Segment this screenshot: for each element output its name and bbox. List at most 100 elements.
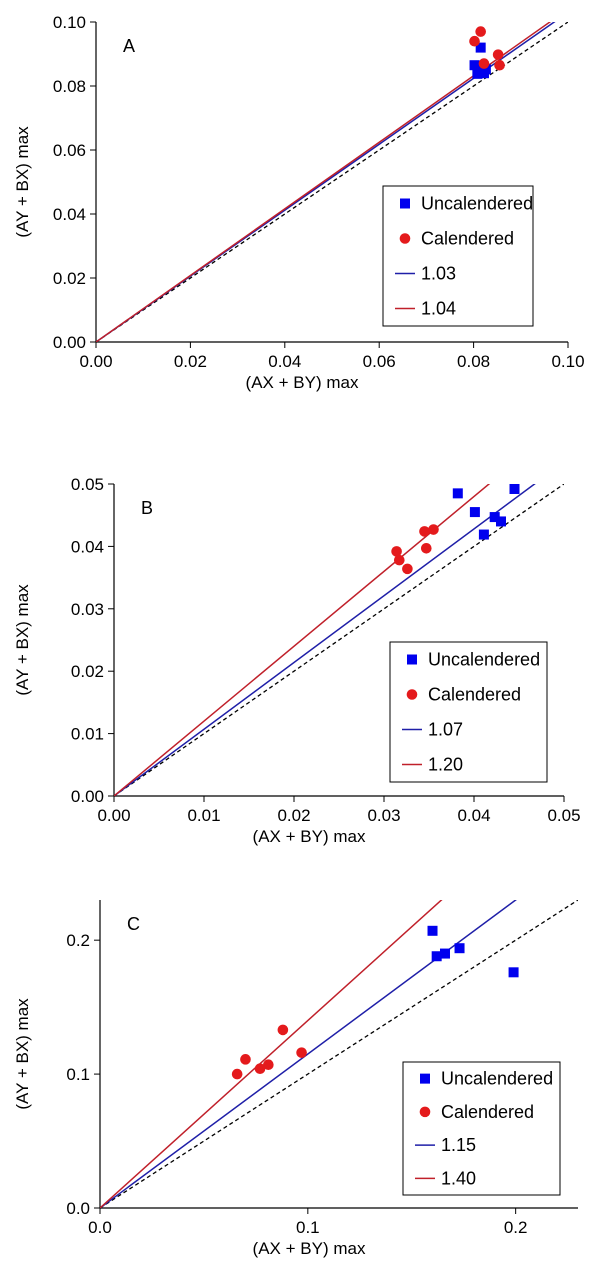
calendered-point bbox=[494, 59, 505, 71]
y-tick-label: 0.03 bbox=[71, 600, 104, 619]
legend-box bbox=[382, 185, 534, 327]
legend-label: Uncalendered bbox=[421, 194, 533, 214]
y-tick-label: 0.10 bbox=[53, 13, 86, 32]
legend-marker-calendered bbox=[419, 1106, 431, 1118]
uncalendered-point bbox=[475, 42, 486, 53]
x-tick-label: 0.05 bbox=[547, 806, 580, 825]
legend: Uncalendered Calendered 1.15 1.40 bbox=[402, 1061, 561, 1196]
uncalendered-point bbox=[427, 925, 438, 936]
chart-panel-b: 0.00 0.01 0.02 0.03 0.04 0.05 0.00 0.01 0.02 0.03… bbox=[13, 475, 581, 846]
x-tick-label: 0.08 bbox=[457, 352, 490, 371]
fit-line-1-07 bbox=[114, 484, 536, 796]
y-tick-label: 0.05 bbox=[71, 475, 104, 494]
y-tick-label: 0.01 bbox=[71, 725, 104, 744]
fit-line-1-40 bbox=[100, 900, 443, 1208]
legend-label: Uncalendered bbox=[428, 650, 540, 670]
panel-label: A bbox=[123, 36, 135, 56]
legend-marker-uncalendered bbox=[400, 198, 410, 209]
fit-line-1-20 bbox=[114, 484, 491, 796]
calendered-point bbox=[478, 58, 490, 69]
x-tick-label: 0.00 bbox=[79, 352, 112, 371]
calendered-point bbox=[391, 546, 402, 557]
uncalendered-point bbox=[509, 483, 520, 494]
legend-box bbox=[402, 1061, 561, 1196]
calendered-point bbox=[254, 1063, 266, 1075]
y-tick-label: 0.02 bbox=[53, 269, 86, 288]
calendered-point bbox=[277, 1024, 289, 1036]
y-tick-label: 0.2 bbox=[66, 931, 90, 950]
y-tick-label: 0.02 bbox=[71, 662, 104, 681]
x-axis-title: (AX + BY) max bbox=[246, 373, 359, 392]
uncalendered-point bbox=[474, 63, 485, 74]
legend-label: 1.15 bbox=[441, 1135, 476, 1155]
calendered-point bbox=[475, 26, 486, 37]
legend-label: 1.03 bbox=[421, 264, 456, 284]
calendered-point bbox=[402, 563, 413, 575]
chart-panel-c: 0.0 0.1 0.2 0.0 0.1 0.2 (AX + BY) max (AY + BX)… bbox=[13, 900, 578, 1258]
uncalendered-point bbox=[431, 951, 442, 962]
x-tick-label: 0.04 bbox=[268, 352, 301, 371]
legend-label: 1.20 bbox=[428, 755, 463, 775]
y-axis-title: (AY + BX) max bbox=[13, 584, 32, 696]
calendered-point bbox=[231, 1068, 243, 1080]
x-axis-title: (AX + BY) max bbox=[253, 1239, 366, 1258]
calendered-point bbox=[469, 35, 480, 47]
legend-marker-calendered bbox=[399, 233, 411, 244]
x-tick-label: 0.1 bbox=[296, 1218, 320, 1237]
legend-box bbox=[389, 641, 548, 783]
calendered-point bbox=[296, 1047, 307, 1058]
y-axis-title: (AY + BX) max bbox=[13, 126, 32, 238]
y-axis-title: (AY + BX) max bbox=[13, 998, 32, 1110]
x-axis-title: (AX + BY) max bbox=[253, 827, 366, 846]
uncalendered-point bbox=[508, 967, 519, 978]
fit-line-1-15 bbox=[100, 900, 517, 1208]
x-tick-label: 0.02 bbox=[174, 352, 207, 371]
legend-label: Calendered bbox=[441, 1102, 534, 1122]
y-tick-label: 0.06 bbox=[53, 141, 86, 160]
calendered-point bbox=[419, 526, 430, 537]
y-tick-label: 0.08 bbox=[53, 77, 86, 96]
legend-marker-uncalendered bbox=[420, 1073, 430, 1084]
uncalendered-point bbox=[480, 64, 491, 75]
legend: Uncalendered Calendered 1.03 1.04 bbox=[382, 185, 534, 327]
uncalendered-point bbox=[478, 529, 489, 540]
x-tick-label: 0.2 bbox=[504, 1218, 528, 1237]
uncalendered-point bbox=[454, 943, 465, 954]
calendered-point bbox=[428, 524, 439, 535]
x-tick-label: 0.02 bbox=[277, 806, 310, 825]
x-tick-label: 0.00 bbox=[97, 806, 130, 825]
calendered-point bbox=[394, 554, 405, 566]
uncalendered-point bbox=[469, 507, 480, 518]
legend-marker-calendered bbox=[406, 689, 418, 700]
uncalendered-point bbox=[489, 512, 500, 523]
y-tick-label: 0.00 bbox=[71, 787, 104, 806]
legend-label: Uncalendered bbox=[441, 1069, 553, 1089]
legend-label: Calendered bbox=[421, 229, 514, 249]
panel-label: B bbox=[141, 498, 153, 518]
chart-panel-a: 0.00 0.02 0.04 0.06 0.08 0.10 0.00 0.02 0.04 0.06… bbox=[13, 13, 585, 392]
reference-line bbox=[114, 484, 564, 796]
legend-label: 1.04 bbox=[421, 299, 456, 319]
reference-line bbox=[100, 900, 578, 1208]
y-tick-label: 0.00 bbox=[53, 333, 86, 352]
uncalendered-point bbox=[439, 948, 450, 959]
legend-label: 1.07 bbox=[428, 720, 463, 740]
uncalendered-point bbox=[496, 516, 506, 527]
legend-label: 1.40 bbox=[441, 1168, 476, 1188]
legend: Uncalendered Calendered 1.07 1.20 bbox=[389, 641, 548, 783]
x-tick-label: 0.01 bbox=[187, 806, 220, 825]
x-tick-label: 0.06 bbox=[363, 352, 396, 371]
calendered-point bbox=[421, 542, 432, 554]
x-tick-label: 0.10 bbox=[551, 352, 584, 371]
legend-label: Calendered bbox=[428, 685, 521, 705]
panel-label: C bbox=[127, 914, 140, 934]
x-tick-label: 0.0 bbox=[88, 1218, 112, 1237]
x-tick-label: 0.03 bbox=[367, 806, 400, 825]
y-tick-label: 0.1 bbox=[66, 1065, 90, 1084]
uncalendered-point bbox=[452, 488, 463, 499]
y-tick-label: 0.0 bbox=[66, 1199, 90, 1218]
calendered-point bbox=[263, 1059, 274, 1071]
y-tick-label: 0.04 bbox=[53, 205, 86, 224]
calendered-point bbox=[240, 1054, 251, 1065]
